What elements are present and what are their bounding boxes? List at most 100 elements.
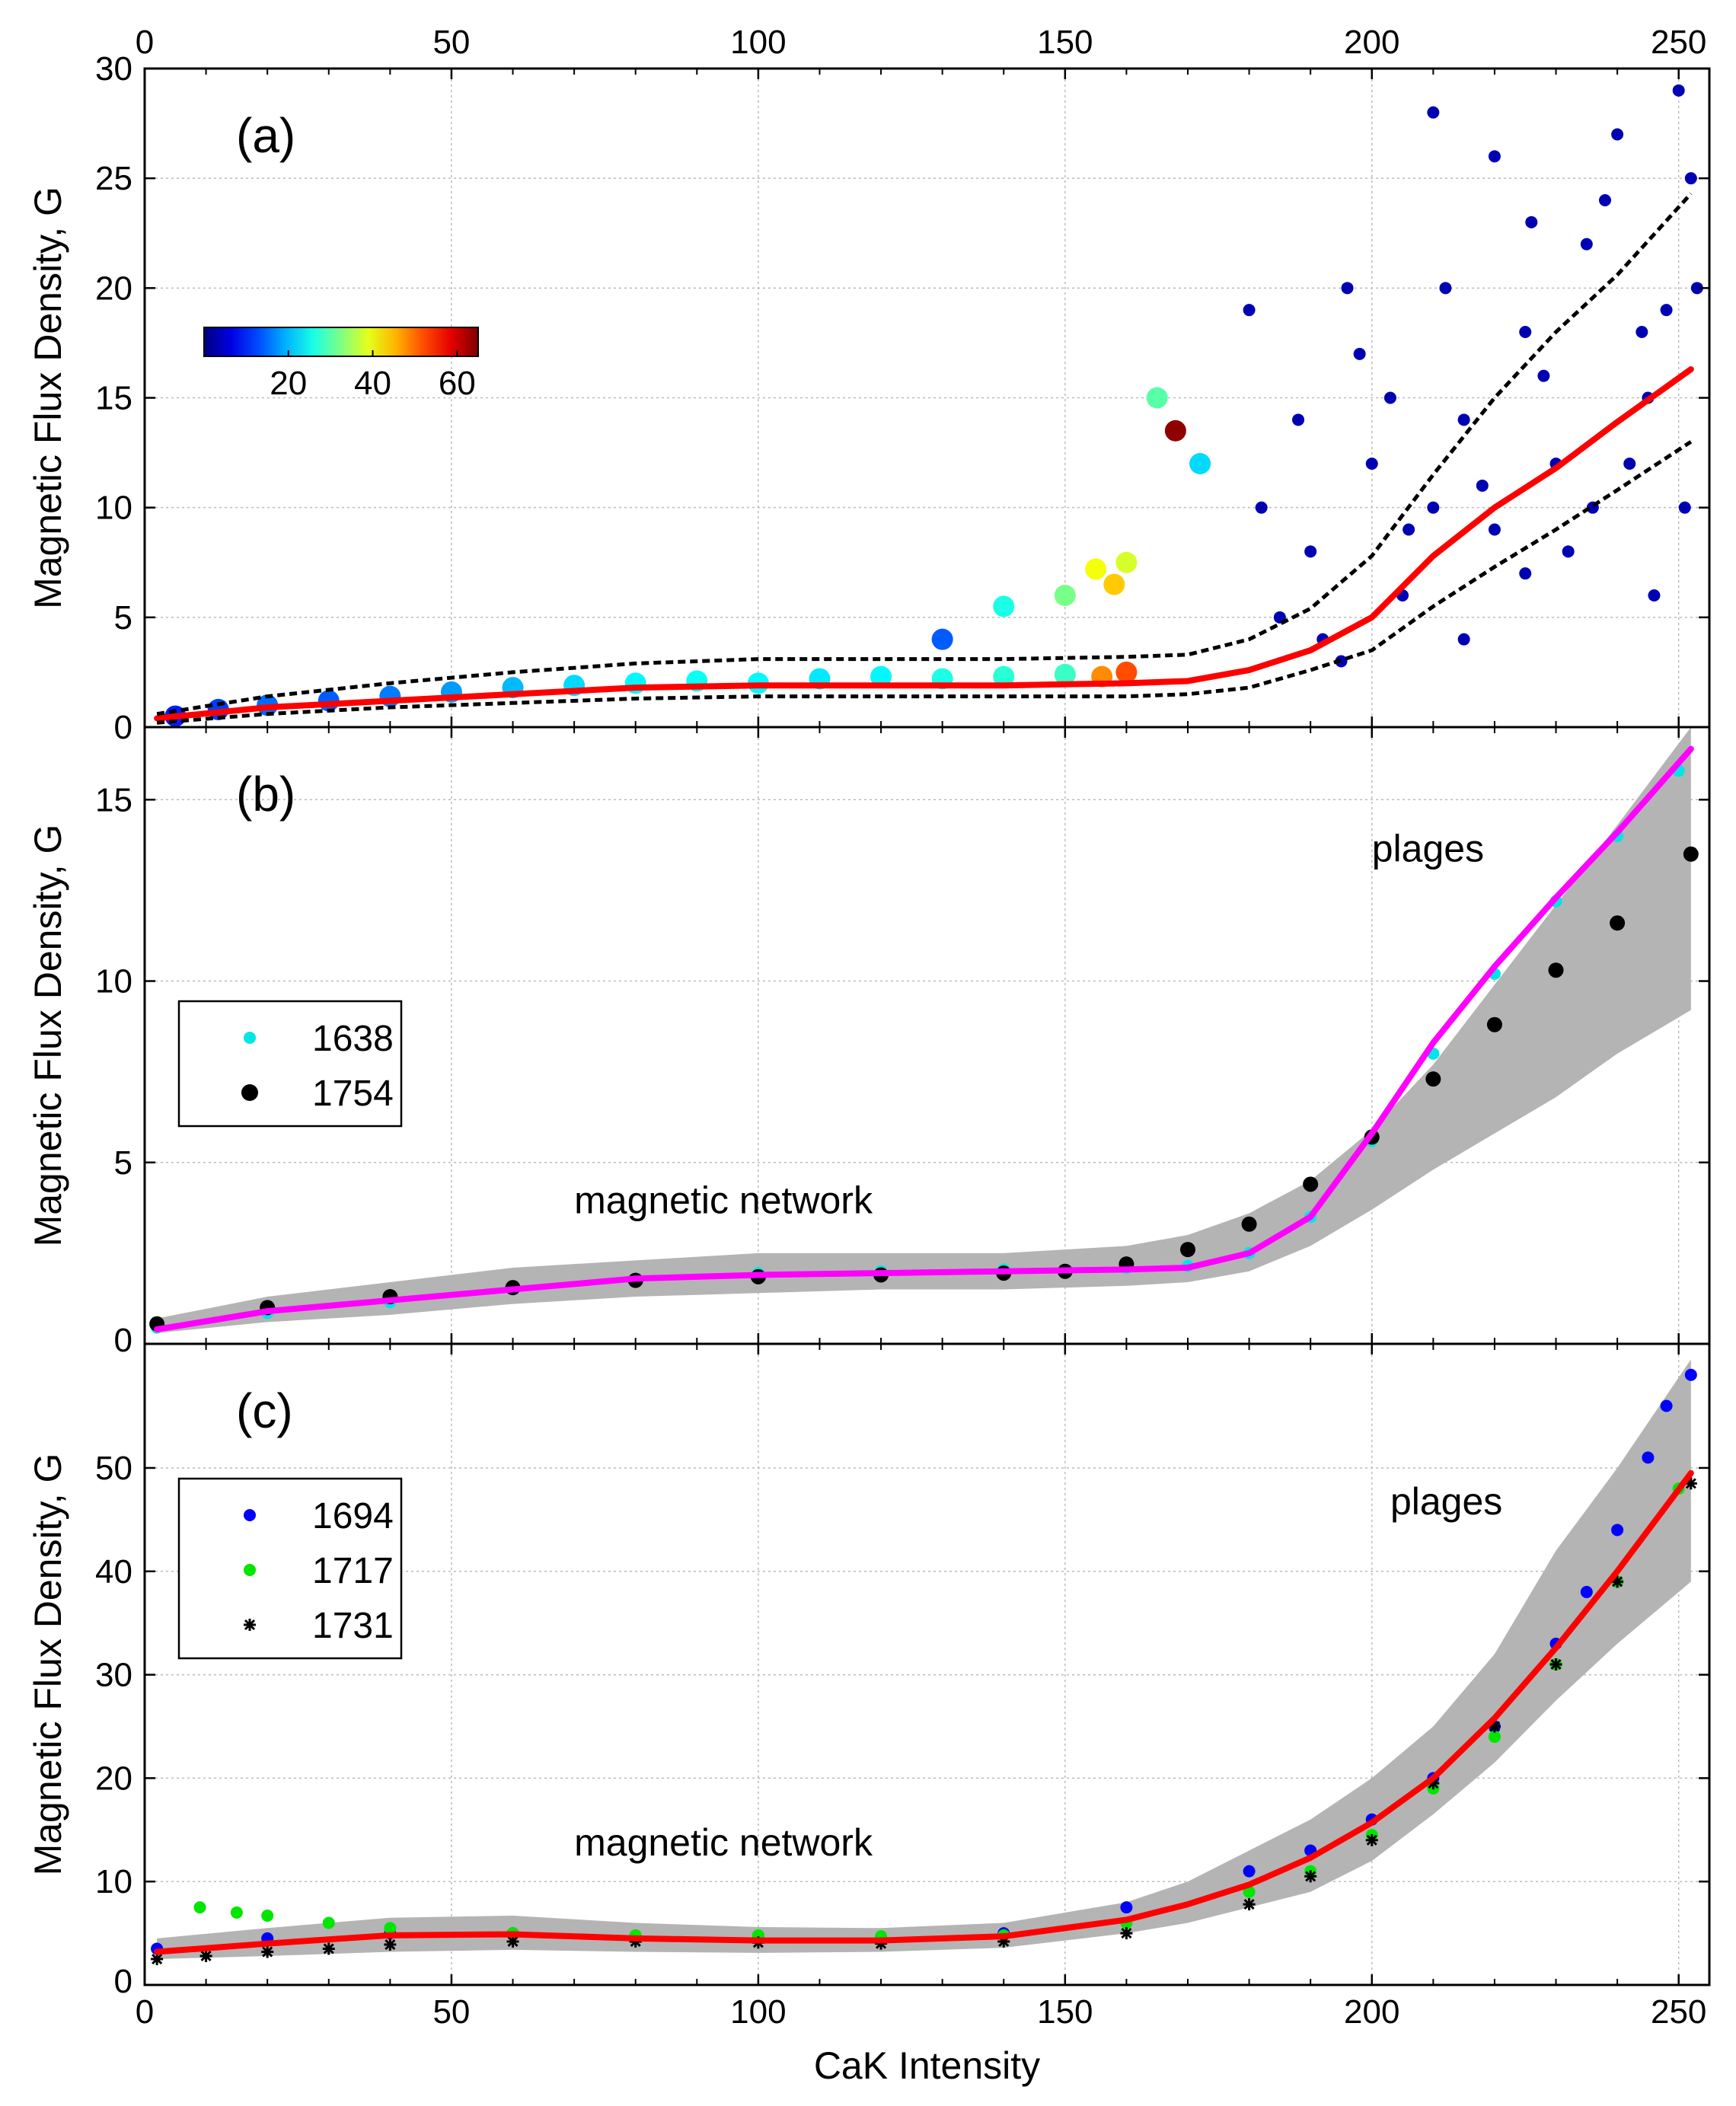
scatter-point bbox=[1660, 304, 1673, 317]
scatter-point bbox=[1635, 326, 1648, 338]
data-point-1694 bbox=[1120, 1901, 1133, 1914]
dashed-bound-line bbox=[156, 440, 1693, 725]
scatter-point bbox=[1304, 545, 1317, 558]
scatter-point bbox=[1537, 369, 1550, 382]
scatter-point bbox=[1085, 558, 1107, 580]
y-tick-label: 10 bbox=[95, 963, 132, 1000]
scatter-point bbox=[1488, 150, 1501, 163]
y-tick-label: 20 bbox=[95, 270, 132, 307]
fit-line bbox=[154, 366, 1694, 722]
data-point-1754 bbox=[1683, 846, 1699, 862]
scatter-point bbox=[1353, 347, 1366, 360]
colorbar bbox=[203, 327, 479, 357]
panel-2-frame bbox=[143, 1342, 1711, 1986]
scatter-point bbox=[1684, 172, 1697, 185]
scatter-point bbox=[1115, 661, 1138, 683]
data-point-1731 bbox=[151, 1953, 164, 1966]
y-tick-label: 50 bbox=[95, 1450, 132, 1487]
scatter-point bbox=[1457, 413, 1470, 426]
scatter-point bbox=[1427, 501, 1440, 514]
data-point-1694 bbox=[1684, 1368, 1697, 1381]
y-tick-label: 5 bbox=[114, 1144, 132, 1182]
data-point-1754 bbox=[1610, 915, 1626, 931]
y-tick-label: 10 bbox=[95, 490, 132, 527]
scatter-point bbox=[1562, 545, 1575, 558]
y-tick-label: 15 bbox=[95, 781, 132, 818]
data-point-1717 bbox=[193, 1901, 206, 1914]
data-point-1694 bbox=[1243, 1865, 1256, 1878]
legend-label: 1638 bbox=[312, 1019, 394, 1059]
scatter-point bbox=[1648, 589, 1661, 601]
x-tick-label: 0 bbox=[136, 24, 154, 61]
data-point-1731 bbox=[384, 1938, 397, 1951]
scatter-point bbox=[1525, 215, 1538, 228]
y-tick-label: 0 bbox=[114, 1322, 132, 1359]
annotation: magnetic network bbox=[574, 1821, 873, 1864]
scatter-point bbox=[1519, 326, 1532, 338]
scatter-point bbox=[1383, 391, 1396, 404]
scatter-point bbox=[1427, 106, 1440, 119]
legend-marker bbox=[241, 1084, 258, 1101]
data-point-1717 bbox=[322, 1916, 335, 1929]
scatter-point bbox=[1189, 453, 1211, 474]
data-point-1731 bbox=[1243, 1898, 1256, 1911]
scatter-point bbox=[870, 665, 892, 688]
data-point-1754 bbox=[1303, 1176, 1319, 1192]
data-point-1717 bbox=[1243, 1885, 1256, 1898]
scatter-point bbox=[993, 595, 1015, 617]
y-axis-label: Magnetic Flux Density, G bbox=[27, 825, 69, 1247]
scatter-point bbox=[1623, 458, 1636, 470]
dashed-bound-line bbox=[156, 192, 1693, 716]
legend-label: 1731 bbox=[312, 1606, 394, 1646]
legend-marker bbox=[244, 1032, 256, 1044]
scatter-point bbox=[1365, 458, 1378, 470]
y-tick-label: 20 bbox=[95, 1760, 132, 1797]
panel-label: (c) bbox=[236, 1383, 293, 1438]
y-tick-label: 25 bbox=[95, 160, 132, 197]
data-point-1731 bbox=[261, 1945, 274, 1958]
x-tick-label: 100 bbox=[730, 24, 786, 61]
data-point-1754 bbox=[1180, 1242, 1195, 1258]
legend bbox=[177, 1477, 403, 1660]
legend bbox=[177, 1000, 403, 1128]
data-point-1754 bbox=[1241, 1216, 1257, 1232]
data-point-1731 bbox=[1120, 1927, 1133, 1940]
data-point-1731 bbox=[1304, 1870, 1317, 1883]
data-point-1754 bbox=[1425, 1071, 1441, 1087]
colorbar-tick-label: 20 bbox=[270, 365, 307, 402]
colorbar-tick-label: 40 bbox=[354, 365, 391, 402]
scatter-point bbox=[1690, 282, 1703, 295]
scatter-point bbox=[1103, 573, 1125, 595]
scatter-point bbox=[1115, 551, 1138, 573]
data-point-1731 bbox=[199, 1949, 212, 1962]
y-tick-label: 10 bbox=[95, 1863, 132, 1900]
scatter-point bbox=[1054, 663, 1076, 685]
data-point-1717 bbox=[384, 1922, 397, 1935]
data-point-1731 bbox=[1365, 1833, 1378, 1846]
legend-label: 1754 bbox=[312, 1074, 394, 1114]
annotation: magnetic network bbox=[574, 1179, 873, 1221]
scatter-point bbox=[1580, 238, 1593, 250]
scatter-point bbox=[1678, 501, 1691, 514]
data-point-1731 bbox=[322, 1942, 335, 1955]
scatter-point bbox=[1164, 420, 1186, 442]
colorbar-tick-label: 60 bbox=[439, 365, 476, 402]
data-point-1731 bbox=[1549, 1658, 1562, 1670]
scatter-point bbox=[1476, 479, 1489, 492]
scatter-point bbox=[1146, 387, 1168, 409]
fit-line bbox=[154, 1469, 1694, 1955]
data-point-1717 bbox=[261, 1910, 274, 1923]
panel-label: (b) bbox=[236, 767, 295, 822]
data-point-1694 bbox=[1660, 1399, 1673, 1412]
scatter-point bbox=[931, 628, 953, 650]
panel-0-background bbox=[145, 69, 1709, 727]
scatter-point bbox=[1243, 304, 1256, 317]
y-tick-label: 0 bbox=[114, 709, 132, 746]
scatter-point bbox=[1255, 501, 1268, 514]
annotation: plages bbox=[1372, 827, 1484, 870]
scatter-point bbox=[1292, 413, 1305, 426]
y-tick-label: 0 bbox=[114, 1963, 132, 2000]
scatter-point bbox=[1054, 585, 1076, 606]
panel-1-background bbox=[145, 727, 1709, 1344]
y-tick-label: 30 bbox=[95, 50, 132, 88]
